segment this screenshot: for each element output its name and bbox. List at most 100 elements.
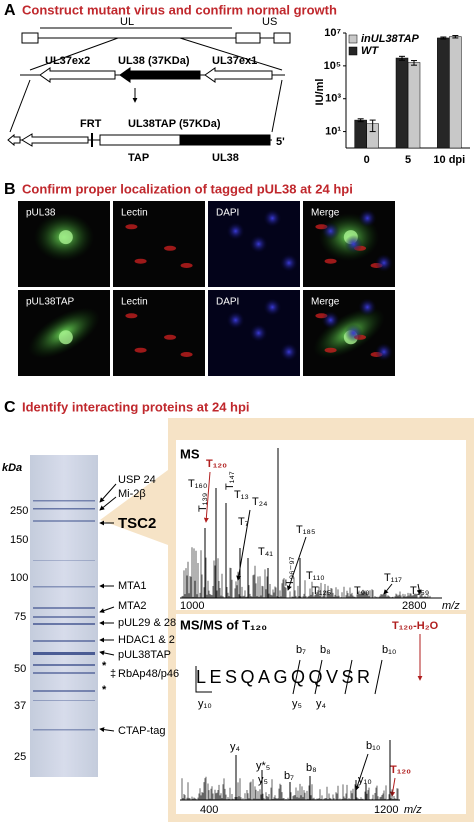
peak-label: y₄: [230, 741, 241, 753]
precursor-label: T₁₂₀-H₂O: [392, 620, 439, 632]
gene-label: 5': [276, 136, 285, 148]
image-label: DAPI: [216, 297, 239, 308]
peak-arrow: [203, 471, 211, 523]
peak-label: T₁₂₀: [390, 764, 411, 776]
peak-label: b₈: [306, 762, 317, 774]
image-label: pUL38: [26, 208, 56, 219]
micrograph: Lectin: [113, 201, 205, 287]
blue-nucleus: [374, 342, 393, 361]
marker-label: 100: [10, 572, 28, 584]
repeat-box: [235, 32, 261, 44]
red-stain: [164, 245, 177, 251]
peak-label: T₁₃: [234, 489, 249, 501]
gel-band: [33, 586, 95, 588]
y-tick-label: 10³: [325, 93, 341, 105]
blue-nucleus: [279, 342, 298, 361]
red-stain: [125, 313, 138, 319]
blue-nucleus: [279, 253, 298, 272]
marker-label: 150: [10, 534, 28, 546]
tap-box: [99, 134, 181, 146]
bar: [449, 36, 462, 149]
blue-nucleus: [263, 209, 282, 228]
bar: [354, 119, 367, 149]
construct-diagram: UL US UL37ex2 UL38 (37KDa) UL37ex1 FRT U…: [7, 16, 291, 164]
fragment-label: y₅: [292, 698, 302, 710]
peak-label: T₉₆₋₉₇: [284, 556, 296, 586]
red-stain: [324, 347, 337, 353]
panel-title: Identify interacting proteins at 24 hpi: [22, 399, 250, 414]
band-label: CTAP-tag: [118, 725, 165, 737]
ul38-box: [179, 134, 271, 146]
red-stain: [180, 263, 193, 268]
micrograph: pUL38TAP: [18, 290, 110, 376]
zoom-wedge: [100, 470, 168, 545]
blue-nucleus: [374, 253, 393, 272]
gel-band: [33, 652, 95, 655]
band-arrow: [99, 483, 117, 503]
blue-nucleus: [358, 298, 377, 317]
band-label: RbAp48/p46: [118, 668, 179, 680]
error-bar: [440, 36, 447, 40]
fragment-label: y₁₀: [198, 698, 212, 710]
peak-label: y*₅: [256, 760, 270, 772]
gel-band: [33, 664, 95, 666]
blue-nucleus: [321, 311, 340, 330]
peak-label: T₁₆₀: [188, 478, 207, 490]
error-bar: [452, 35, 459, 39]
error-bar: [399, 55, 405, 61]
peak-label: T₁₂₀: [206, 458, 227, 470]
blue-nucleus: [358, 209, 377, 228]
nucleus: [58, 330, 73, 345]
peak-arrow: [416, 583, 422, 595]
peptide-sequence: LESQAGQQVSR: [196, 667, 374, 687]
blue-nucleus: [226, 311, 245, 330]
error-bar: [369, 119, 376, 133]
x-tick-label: 0: [364, 154, 370, 166]
peak-arrow: [354, 753, 369, 791]
y-tick-label: 10¹: [325, 125, 341, 137]
peak-label: T₁₁₇: [384, 572, 402, 584]
blue-nucleus: [344, 324, 363, 342]
blue-nucleus: [263, 298, 282, 317]
gel-band: [33, 640, 95, 642]
peak-arrow: [383, 583, 393, 595]
image-label: DAPI: [216, 208, 239, 219]
gene-arrow: [119, 67, 201, 83]
gel: kDa 250 150 100 75 50 37 25 USP 24 Mi-2β…: [2, 455, 179, 777]
marker-label: 37: [14, 700, 26, 712]
image-label: pUL38TAP: [26, 297, 75, 308]
image-label: Merge: [311, 208, 340, 219]
peak-arrow: [390, 777, 396, 797]
gene-arrow: [39, 67, 116, 83]
bar: [395, 57, 409, 149]
peak-label: T₄₁: [258, 546, 273, 558]
band-arrow: [99, 606, 115, 613]
spectrum-title: MS/MS of T₁₂₀: [180, 617, 267, 632]
fragment-label: y₄: [316, 698, 327, 710]
spectrum-trace: [181, 547, 431, 598]
zoom-line: [9, 79, 31, 133]
red-stain: [324, 258, 337, 264]
peak-label: T₁₁₀: [306, 570, 325, 582]
peak-arrow: [286, 536, 307, 591]
gel-band: [33, 700, 95, 701]
peak-label: T₁₄₇: [224, 471, 236, 490]
band-label: MTA2: [118, 600, 147, 612]
marker-label: 50: [14, 663, 26, 675]
nucleus: [58, 230, 73, 245]
gel-band: [33, 500, 95, 502]
gel-band: [33, 607, 95, 609]
band-arrow: [99, 727, 115, 733]
peak-label: T₂₄: [252, 496, 268, 508]
region-label: US: [262, 16, 277, 28]
x-axis-label: m/z: [404, 804, 422, 816]
red-stain: [134, 258, 147, 264]
peak-label: b₇: [284, 770, 294, 782]
legend-label: inUL38TAP: [361, 33, 420, 45]
repeat-box: [273, 32, 291, 44]
fragment-label: b₇: [296, 644, 306, 656]
legend-label: WT: [361, 45, 379, 57]
image-background: [113, 201, 205, 287]
